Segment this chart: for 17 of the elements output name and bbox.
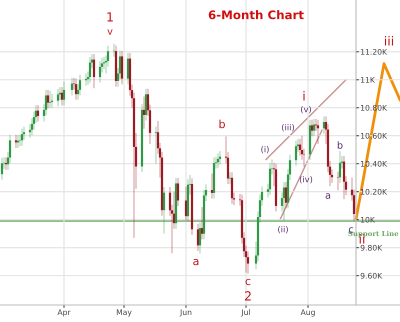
annotation: b	[219, 120, 225, 128]
annotation: v	[107, 29, 113, 35]
annotation: (i)	[261, 146, 269, 154]
annotation: c	[246, 278, 250, 286]
annotation: i	[303, 90, 305, 100]
text: 6-Month Chart	[208, 10, 304, 20]
annotation: a	[193, 258, 198, 266]
annotation: (v)	[301, 106, 311, 114]
annotation: 2	[244, 291, 251, 300]
annotation: c	[348, 227, 354, 233]
annotation: iii	[384, 36, 394, 46]
annotation: b	[338, 141, 343, 149]
annotation: (iii)	[282, 124, 294, 132]
annotation: a	[326, 193, 330, 199]
annotation: 1	[107, 12, 113, 22]
annotation: (iv)	[300, 176, 312, 184]
annotation: (ii)	[278, 226, 288, 234]
